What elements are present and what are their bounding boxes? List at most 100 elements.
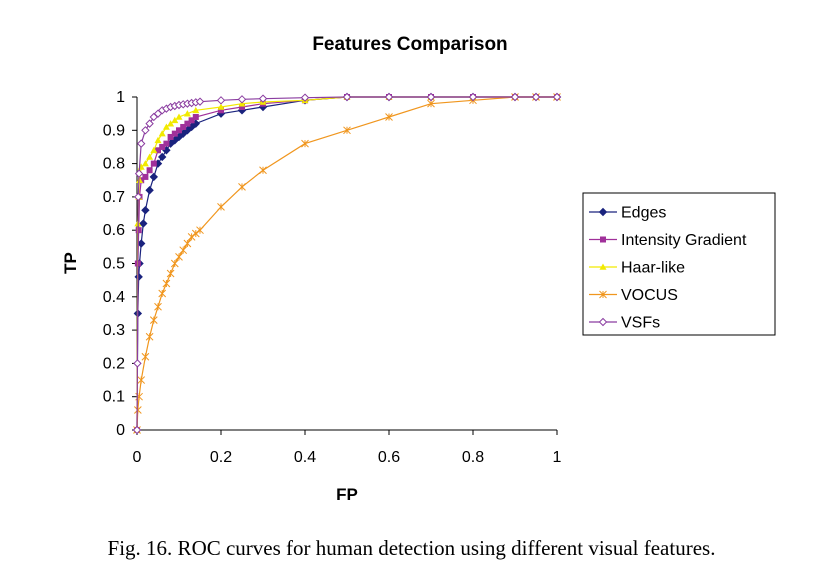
y-tick-label: 0.9 (103, 122, 125, 139)
x-tick-label: 0.2 (210, 449, 232, 466)
data-point (180, 123, 187, 130)
y-tick-label: 0.4 (103, 289, 125, 306)
data-point (167, 133, 174, 140)
y-tick-label: 0.6 (103, 222, 125, 239)
data-point (217, 103, 225, 110)
data-point (139, 219, 148, 228)
series-intensity-gradient (134, 94, 560, 433)
data-point (150, 146, 158, 154)
figure-caption: Fig. 16. ROC curves for human detection … (107, 536, 716, 560)
data-point (218, 107, 224, 114)
data-point (175, 113, 183, 120)
y-axis-title: TP (61, 252, 80, 274)
data-point (216, 96, 226, 105)
y-tick-label: 0.2 (103, 355, 125, 372)
data-point (159, 143, 166, 150)
data-point (427, 99, 435, 108)
legend-label: Edges (621, 205, 666, 222)
data-point (146, 153, 154, 160)
series-vsfs (132, 92, 562, 435)
y-tick-label: 0.8 (103, 156, 125, 173)
chart-title: Features Comparison (312, 34, 507, 55)
data-point (133, 359, 142, 368)
data-point (183, 239, 192, 248)
x-tick-label: 1 (553, 449, 562, 466)
data-point (154, 136, 162, 144)
data-point (238, 183, 246, 191)
data-point (531, 92, 541, 102)
series-edges (132, 92, 562, 435)
legend-item: Haar-like (589, 260, 685, 277)
x-tick-label: 0.8 (462, 449, 484, 466)
data-point (175, 252, 183, 261)
data-point (176, 127, 182, 134)
data-point (157, 152, 167, 162)
legend-item: VOCUS (589, 287, 678, 304)
data-point (192, 113, 199, 120)
x-tick-label: 0.6 (378, 449, 400, 466)
series-layer (132, 92, 562, 435)
data-point (132, 425, 142, 435)
data-point (141, 206, 150, 215)
data-point (343, 126, 351, 135)
y-tick-label: 1 (116, 89, 125, 106)
axes (132, 96, 558, 435)
data-point (141, 160, 149, 167)
data-point (134, 192, 143, 202)
legend-label: Intensity Gradient (621, 232, 747, 249)
data-point (239, 103, 245, 110)
data-point (258, 94, 268, 103)
legend-item: Edges (589, 205, 666, 222)
data-point (133, 406, 142, 414)
data-point (142, 173, 149, 180)
data-point (188, 117, 195, 124)
series-line (136, 96, 557, 431)
data-point (426, 92, 436, 102)
y-tick-label: 0.3 (103, 322, 125, 339)
roc-chart: Features Comparison 00.10.20.30.40.50.60… (61, 34, 776, 504)
data-point (158, 289, 167, 298)
legend-label: VOCUS (621, 287, 678, 304)
data-point (158, 130, 166, 137)
data-point (163, 140, 170, 147)
data-point (141, 126, 150, 135)
legend-label: Haar-like (621, 260, 685, 277)
legend-item: Intensity Gradient (589, 232, 747, 249)
data-point (179, 246, 188, 255)
data-point (237, 95, 247, 104)
y-tick-label: 0.1 (103, 389, 125, 406)
data-point (166, 269, 175, 278)
data-point (385, 113, 393, 121)
series-haar-like (133, 93, 561, 433)
data-point (192, 106, 200, 114)
data-point (145, 186, 154, 195)
legend-box (582, 192, 776, 336)
data-point (196, 226, 204, 235)
data-point (136, 139, 146, 148)
legend-marker (600, 236, 606, 243)
data-point (162, 123, 170, 130)
legend-marker (598, 207, 608, 217)
series-line (136, 96, 557, 431)
series-line (136, 96, 557, 431)
data-point (187, 233, 196, 241)
data-point (342, 92, 352, 102)
data-point (154, 302, 162, 311)
legend-label: VSFs (621, 315, 660, 332)
legend-marker (599, 263, 607, 270)
data-point (171, 130, 178, 137)
data-point (552, 92, 562, 102)
data-point (300, 93, 310, 102)
x-tick-label: 0.4 (294, 449, 316, 466)
data-point (183, 110, 191, 117)
data-point (184, 120, 191, 127)
data-point (162, 279, 171, 288)
legend-marker (599, 290, 607, 299)
y-tick-label: 0.5 (103, 256, 125, 273)
data-point (468, 92, 478, 102)
data-point (195, 97, 205, 106)
series-vocus (133, 93, 561, 434)
data-point (171, 116, 179, 124)
series-line (136, 96, 557, 431)
data-point (510, 92, 520, 102)
